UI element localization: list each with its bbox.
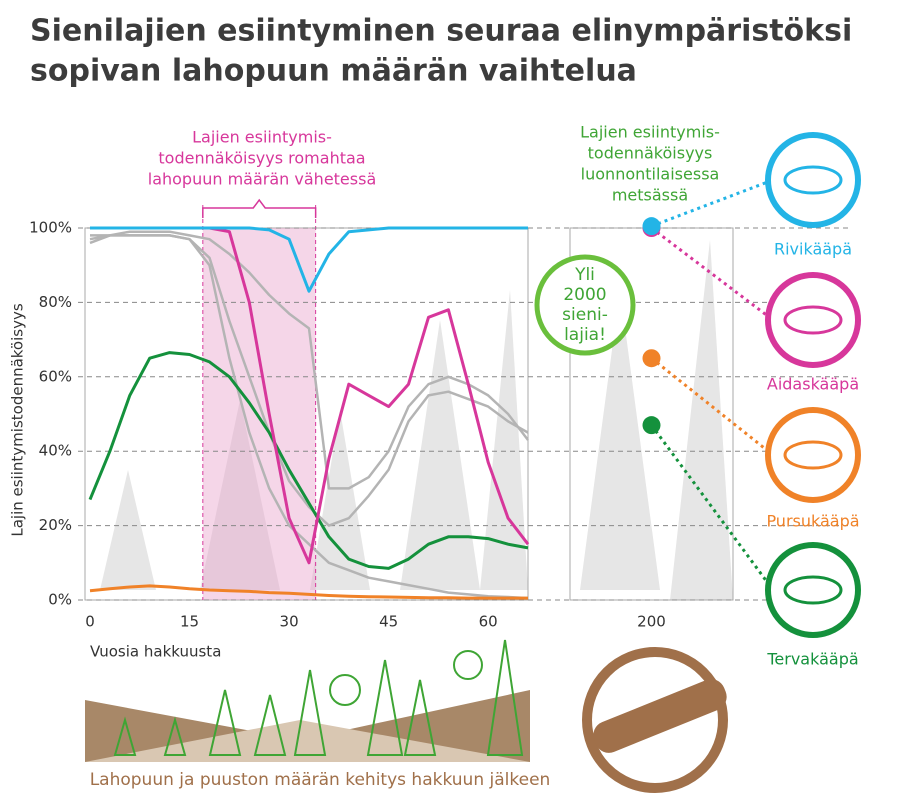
badge xyxy=(534,254,636,356)
fungus xyxy=(783,305,843,335)
annotation: todennäköisyys romahtaa xyxy=(158,149,365,168)
connector xyxy=(650,178,774,228)
series-line xyxy=(89,584,528,600)
annotation: luonnontilaisessa xyxy=(581,165,720,184)
badge-text: lajia! xyxy=(564,325,606,345)
fungus xyxy=(783,575,843,605)
y-tick-label: 100% xyxy=(29,219,72,237)
chart-title: sopivan lahopuun määrän vaihtelua xyxy=(30,54,637,89)
x-tick-label: 60 xyxy=(479,613,498,631)
y-tick-label: 20% xyxy=(39,516,72,534)
background-trees xyxy=(100,240,733,600)
connector xyxy=(650,357,774,457)
species-icon xyxy=(765,272,861,368)
annotation: metsässä xyxy=(612,186,688,205)
annotation: todennäköisyys xyxy=(588,144,713,163)
badge-text: sieni- xyxy=(562,305,608,325)
legend-label: Aidaskääpä xyxy=(767,375,859,394)
annotation: lahopuun määrän vähetessä xyxy=(148,170,377,189)
forest-point xyxy=(642,349,661,368)
y-tick-label: 60% xyxy=(39,367,72,385)
series-line xyxy=(90,234,529,600)
species-icon xyxy=(765,132,861,228)
y-axis-label: Lajin esiintymistodennäköisyys xyxy=(9,303,27,536)
badge-text: Yli xyxy=(574,265,595,285)
series-line xyxy=(88,351,529,570)
forest-point xyxy=(642,217,661,236)
legend-label: Tervakääpä xyxy=(766,650,858,669)
x-tick-label: 45 xyxy=(379,613,398,631)
x-tick-label: 30 xyxy=(280,613,299,631)
x-tick-label: 0 xyxy=(85,613,95,631)
x-tick-label: 15 xyxy=(180,613,199,631)
y-tick-label: 80% xyxy=(39,293,72,311)
bottom-label: Lahopuun ja puuston määrän kehitys hakku… xyxy=(90,770,551,790)
bottom-illustration xyxy=(85,639,728,793)
bracket xyxy=(202,198,317,218)
y-tick-label: 0% xyxy=(48,591,72,609)
series-line xyxy=(90,226,528,293)
connector xyxy=(650,226,774,322)
x-tick-label: 200 xyxy=(637,613,666,631)
forest-point xyxy=(642,416,661,435)
x-axis-label: Vuosia hakkuusta xyxy=(90,643,221,661)
annotation: Lajien esiintymis- xyxy=(580,123,720,142)
connector xyxy=(650,424,775,591)
fungus xyxy=(783,440,843,470)
legend-label: Pursukääpä xyxy=(766,512,859,531)
fungus xyxy=(783,165,843,195)
chart-title: Sienilajien esiintyminen seuraa elinympä… xyxy=(30,14,852,49)
species-icon xyxy=(765,542,861,638)
annotation: Lajien esiintymis- xyxy=(192,128,332,147)
series-line xyxy=(89,230,529,490)
species-icon xyxy=(765,407,861,503)
y-tick-label: 40% xyxy=(39,442,72,460)
badge-text: 2000 xyxy=(563,285,606,305)
legend-label: Rivikääpä xyxy=(774,240,852,259)
